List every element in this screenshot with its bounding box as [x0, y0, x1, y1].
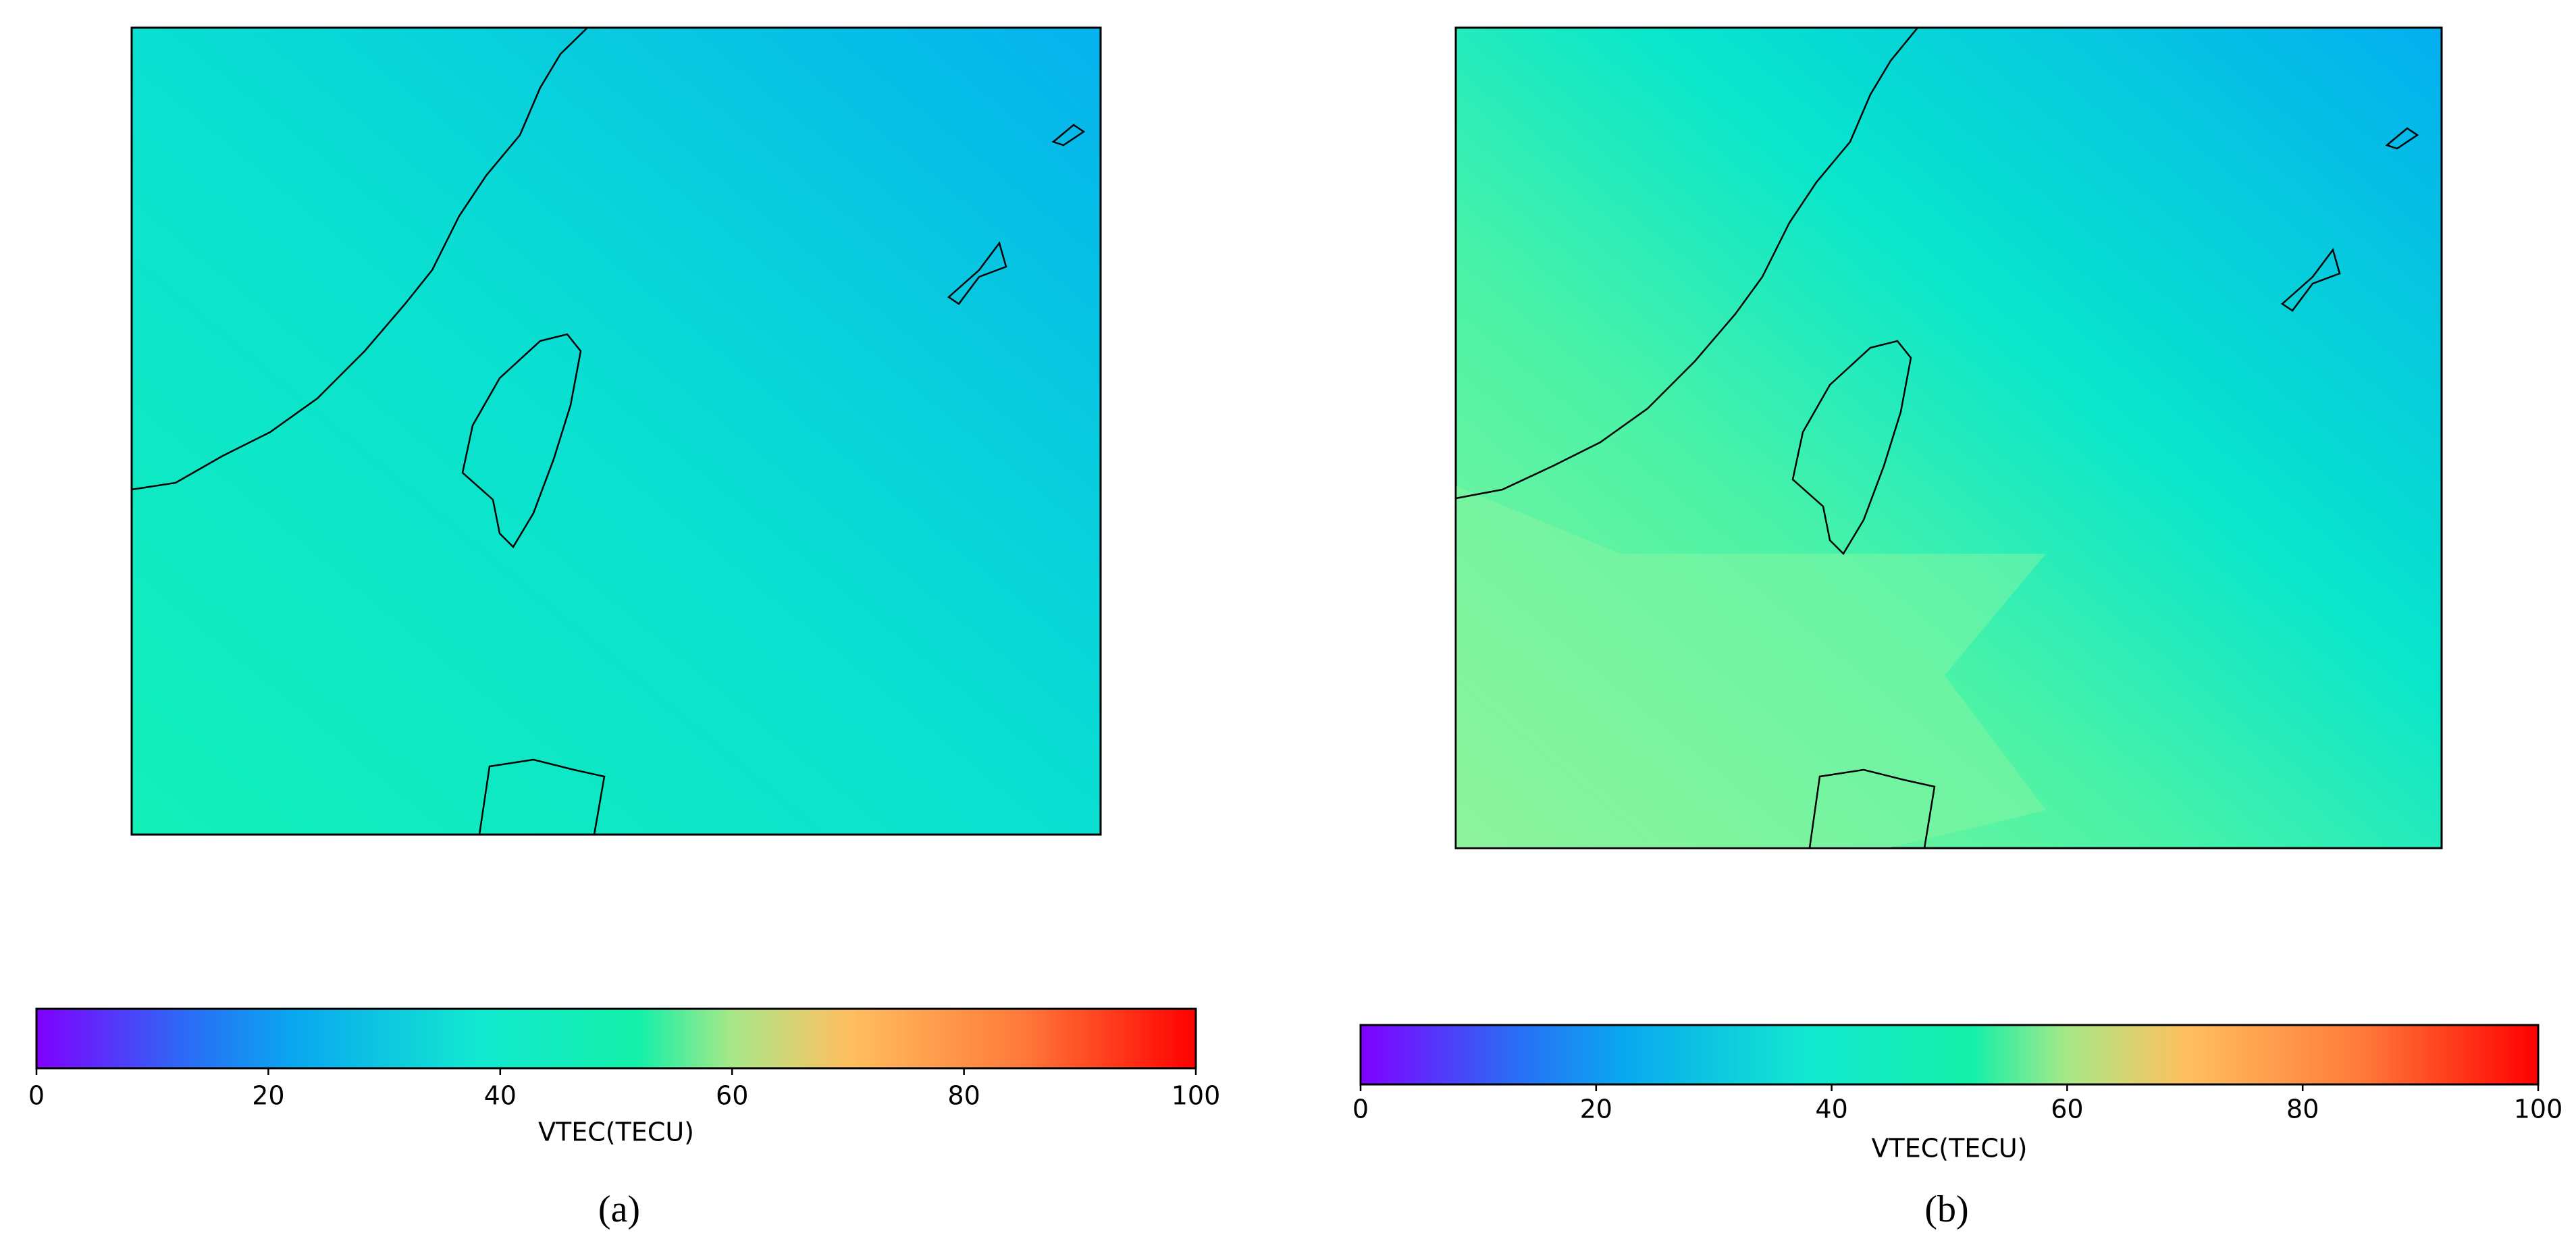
island	[2385, 127, 2419, 150]
x-tick-label: 100	[1172, 1081, 1221, 1111]
map-frame	[130, 26, 1102, 836]
island	[947, 241, 1007, 305]
island	[1808, 768, 1936, 849]
island	[2280, 248, 2341, 312]
taiwan	[461, 333, 582, 549]
x-tick-label: 60	[2051, 1095, 2083, 1124]
x-tick-label: 80	[2286, 1095, 2319, 1124]
x-tick-label: 80	[947, 1081, 980, 1111]
colorbar	[1359, 1024, 2540, 1086]
x-tick-label: 60	[716, 1081, 748, 1111]
map-b	[1454, 26, 2443, 849]
x-tick-label: 40	[484, 1081, 517, 1111]
coastline	[1455, 27, 1918, 500]
colorbar	[35, 1007, 1197, 1070]
anomaly	[1456, 486, 2046, 847]
x-tick-label: 0	[28, 1081, 45, 1111]
map-frame	[1454, 26, 2443, 849]
x-tick-label: 20	[1580, 1095, 1612, 1124]
x-tick-label: 0	[1352, 1095, 1369, 1124]
caption: (b)	[1924, 1188, 1968, 1230]
caption: (a)	[598, 1188, 640, 1230]
island	[478, 758, 606, 835]
x-tick-label: 20	[252, 1081, 284, 1111]
map-a	[130, 26, 1102, 836]
axis-label: VTEC(TECU)	[1872, 1134, 2028, 1163]
island	[1051, 124, 1086, 147]
coastline	[131, 27, 588, 491]
x-tick-label: 40	[1815, 1095, 1847, 1124]
axis-label: VTEC(TECU)	[538, 1118, 694, 1147]
x-tick-label: 100	[2514, 1095, 2563, 1124]
taiwan	[1791, 340, 1912, 556]
